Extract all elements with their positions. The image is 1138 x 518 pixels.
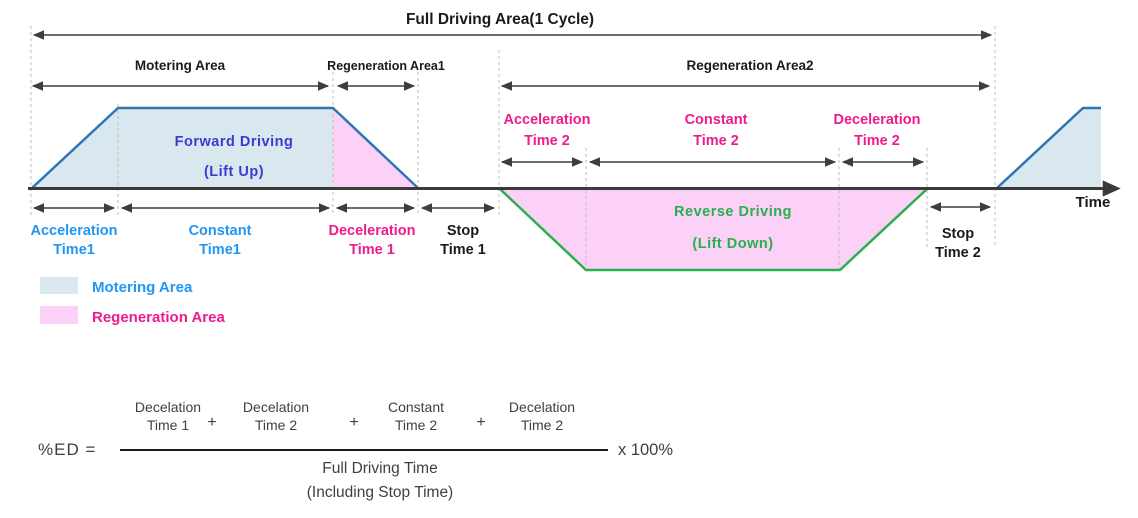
forward-driving-label: Forward Driving [175, 134, 294, 150]
term-line1: Decelation [134, 399, 202, 415]
formula-denominator: Full Driving Time (Including Stop Time) [230, 457, 530, 505]
term-line1: Decelation [508, 399, 576, 415]
const-time1-label-line1: Constant [189, 223, 252, 239]
plus-sign: + [349, 414, 359, 431]
plus-sign: + [476, 414, 486, 431]
term-line1: Decelation [242, 399, 310, 415]
plus-sign: + [207, 414, 217, 431]
formula-multiplier: x 100% [618, 441, 674, 459]
forward-trapezoid-outline [31, 106, 419, 189]
stop-time2-label-line2: Time 2 [935, 245, 981, 261]
regeneration-area2-label: Regeneration Area2 [686, 58, 813, 73]
next-cycle-ramp-fill [997, 108, 1101, 188]
decel-time2-label-line1: Deceleration [833, 112, 920, 128]
term-line2: Time 2 [254, 417, 298, 433]
decel-time2-label-line2: Time 2 [854, 133, 900, 149]
accel-time2-label-line2: Time 2 [524, 133, 570, 149]
forward-motoring-fill [32, 108, 333, 188]
decel-time1-label-line1: Deceleration [328, 223, 415, 239]
const-time2-label-line1: Constant [685, 112, 748, 128]
accel-time1-label-line1: Acceleration [30, 223, 117, 239]
reverse-driving-label: Reverse Driving [674, 204, 792, 220]
denominator-line1: Full Driving Time [322, 460, 438, 477]
lift-down-label: (Lift Down) [692, 236, 773, 252]
fraction-bar [120, 449, 608, 451]
reverse-trapezoid-outline [499, 188, 928, 272]
formula-term-decelation-time2a: Decelation Time 2 [221, 398, 331, 434]
term-line2: Time 2 [520, 417, 564, 433]
const-time1-label-line2: Time1 [199, 242, 241, 258]
const-time2-label-line2: Time 2 [693, 133, 739, 149]
decel-time1-label-line2: Time 1 [349, 242, 395, 258]
formula-term-decelation-time1: Decelation Time 1 [113, 398, 223, 434]
accel-time2-label-line1: Acceleration [503, 112, 590, 128]
term-line2: Time 2 [394, 417, 438, 433]
legend-motering-swatch [40, 277, 78, 294]
driving-cycle-diagram: Full Driving Area(1 Cycle) Motering Area… [28, 11, 1121, 326]
regeneration-area1-label: Regeneration Area1 [327, 59, 445, 73]
legend-regeneration-swatch [40, 306, 78, 324]
denominator-line2: (Including Stop Time) [306, 484, 454, 501]
formula-term-decelation-time2b: Decelation Time 2 [487, 398, 597, 434]
lift-up-label: (Lift Up) [204, 164, 264, 180]
formula-term-constant-time2: Constant Time 2 [361, 398, 471, 434]
legend-motering-label: Motering Area [92, 279, 193, 296]
time-axis-label: Time [1076, 194, 1111, 211]
reverse-regeneration-fill [500, 189, 927, 270]
formula-lhs: %ED = [38, 440, 97, 459]
legend-regeneration-label: Regeneration Area [92, 309, 225, 326]
stop-time1-label-line1: Stop [447, 223, 479, 239]
term-line1: Constant [387, 399, 445, 415]
term-line2: Time 1 [146, 417, 190, 433]
next-cycle-ramp-outline [996, 106, 1101, 189]
diagram-title: Full Driving Area(1 Cycle) [406, 11, 594, 28]
stop-time2-label-line1: Stop [942, 226, 974, 242]
accel-time1-label-line2: Time1 [53, 242, 95, 258]
stop-time1-label-line2: Time 1 [440, 242, 486, 258]
motering-area-label: Motering Area [135, 58, 226, 73]
